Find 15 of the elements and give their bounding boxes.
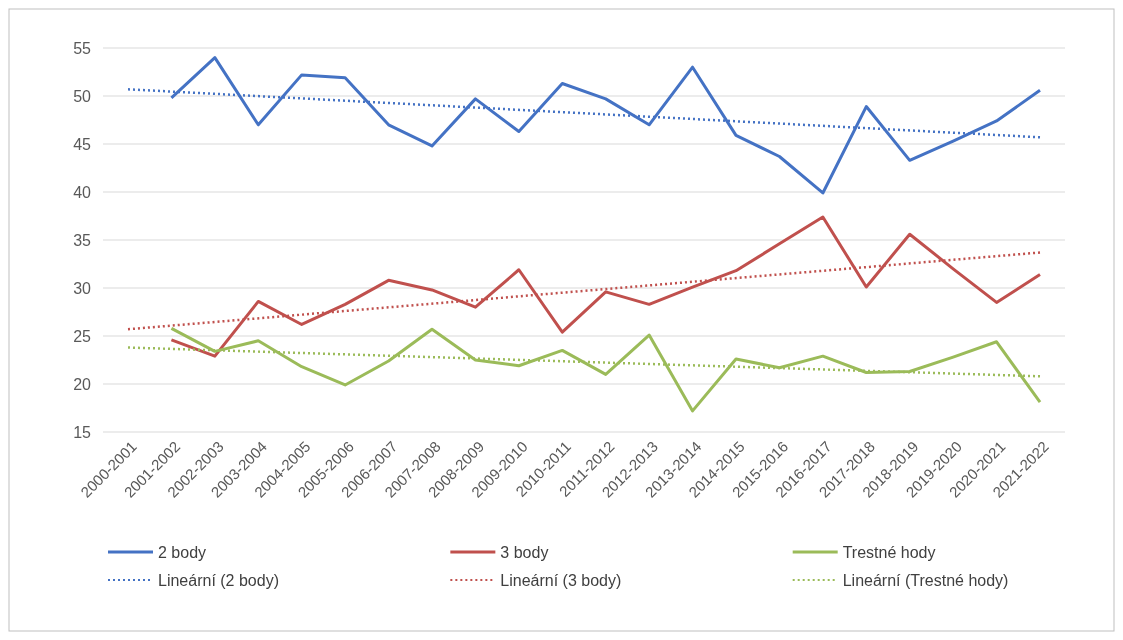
- legend-label: Lineární (Trestné hody): [842, 571, 1009, 589]
- y-tick-label: 55: [73, 39, 92, 57]
- y-tick-label: 30: [73, 279, 92, 297]
- legend-label: Lineární (3 body): [500, 571, 622, 589]
- y-tick-label: 35: [73, 231, 92, 249]
- y-tick-label: 45: [73, 135, 92, 153]
- legend-label: Lineární (2 body): [158, 571, 279, 589]
- y-tick-label: 25: [73, 327, 92, 345]
- legend-label: 2 body: [158, 543, 207, 561]
- y-tick-label: 40: [73, 183, 92, 201]
- y-tick-label: 20: [73, 375, 92, 393]
- y-tick-label: 50: [73, 87, 92, 105]
- legend-label: Trestné hody: [842, 543, 936, 561]
- legend-label: 3 body: [500, 543, 549, 561]
- y-tick-label: 15: [73, 423, 92, 441]
